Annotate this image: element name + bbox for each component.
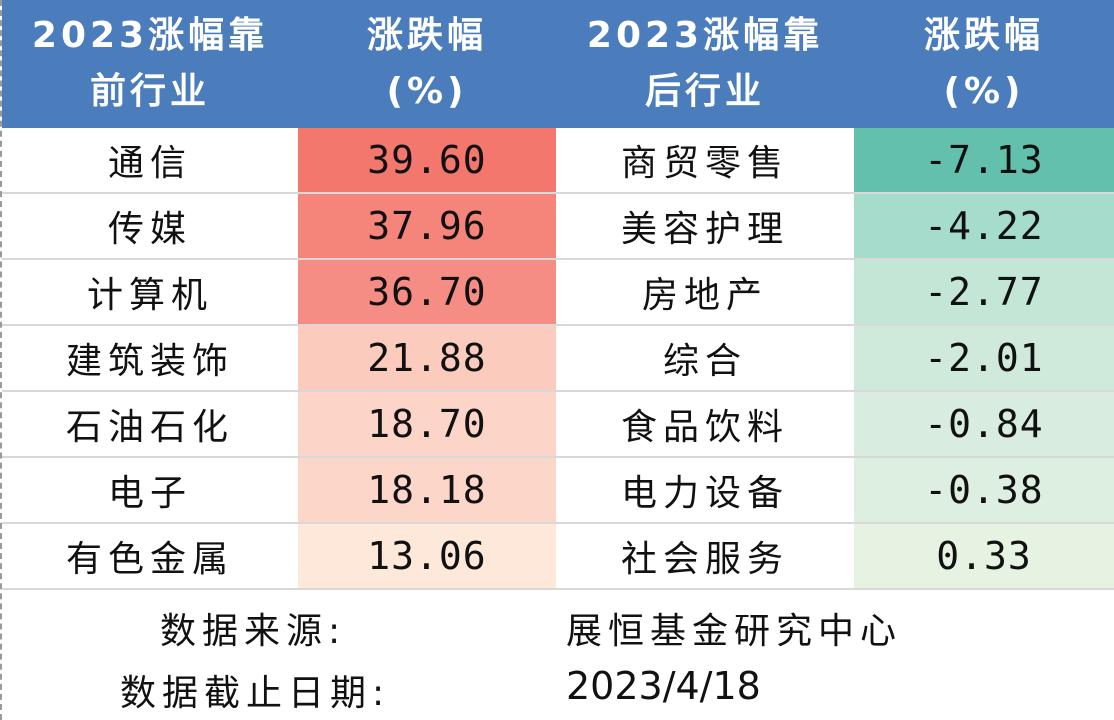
top-industry-name: 计算机	[2, 259, 298, 326]
top-industry-change: 18.18	[298, 457, 556, 524]
header-bottom-change-line1: 涨跌幅	[923, 15, 1044, 56]
table-row: 计算机 36.70 房地产 -2.77	[2, 259, 1114, 326]
top-industry-name: 石油石化	[2, 391, 298, 458]
bottom-industry-change: 0.33	[854, 523, 1114, 590]
date-value: 2023/4/18	[566, 664, 761, 708]
top-industry-name: 电子	[2, 457, 298, 524]
header-bottom-industries-line2: 后行业	[644, 71, 765, 112]
bottom-industry-name: 食品饮料	[556, 391, 854, 458]
top-industry-name: 通信	[2, 128, 298, 194]
header-top-change: 涨跌幅 (%)	[298, 0, 556, 128]
table-row: 电子 18.18 电力设备 -0.38	[2, 457, 1114, 524]
top-industry-name: 有色金属	[2, 523, 298, 590]
bottom-industry-change: -2.01	[854, 325, 1114, 392]
top-industry-change: 18.70	[298, 391, 556, 458]
header-bottom-change-line2: (%)	[943, 71, 1025, 112]
industry-performance-table: 2023涨幅靠 前行业 涨跌幅 (%) 2023涨幅靠 后行业 涨跌幅 (%) …	[2, 0, 1114, 590]
bottom-industry-change: -0.84	[854, 391, 1114, 458]
header-bottom-industries-line1: 2023涨幅靠	[586, 15, 824, 56]
bottom-industry-name: 房地产	[556, 259, 854, 326]
source-line: 数据来源: 展恒基金研究中心	[2, 596, 1114, 656]
header-top-change-line2: (%)	[386, 71, 468, 112]
header-row: 2023涨幅靠 前行业 涨跌幅 (%) 2023涨幅靠 后行业 涨跌幅 (%)	[2, 0, 1114, 128]
header-bottom-industries: 2023涨幅靠 后行业	[556, 0, 854, 128]
header-top-industries: 2023涨幅靠 前行业	[2, 0, 298, 128]
top-industry-change: 36.70	[298, 259, 556, 326]
bottom-industry-name: 综合	[556, 325, 854, 392]
bottom-industry-name: 社会服务	[556, 523, 854, 590]
bottom-industry-name: 电力设备	[556, 457, 854, 524]
bottom-industry-change: -2.77	[854, 259, 1114, 326]
bottom-industry-change: -0.38	[854, 457, 1114, 524]
date-line: 数据截止日期: 2023/4/18	[2, 658, 1114, 718]
top-industry-change: 21.88	[298, 325, 556, 392]
date-label: 数据截止日期:	[120, 673, 391, 714]
source-label: 数据来源:	[160, 611, 347, 652]
top-industry-name: 建筑装饰	[2, 325, 298, 392]
bottom-industry-change: -7.13	[854, 128, 1114, 194]
bottom-industry-name: 美容护理	[556, 193, 854, 260]
header-top-industries-line1: 2023涨幅靠	[31, 15, 269, 56]
header-bottom-change: 涨跌幅 (%)	[854, 0, 1114, 128]
bottom-industry-change: -4.22	[854, 193, 1114, 260]
table-row: 有色金属 13.06 社会服务 0.33	[2, 523, 1114, 590]
table-row: 传媒 37.96 美容护理 -4.22	[2, 193, 1114, 260]
bottom-industry-name: 商贸零售	[556, 128, 854, 194]
table-row: 通信 39.60 商贸零售 -7.13	[2, 128, 1114, 194]
header-top-industries-line2: 前行业	[89, 71, 210, 112]
table-row: 建筑装饰 21.88 综合 -2.01	[2, 325, 1114, 392]
top-industry-change: 39.60	[298, 128, 556, 194]
top-industry-name: 传媒	[2, 193, 298, 260]
top-industry-change: 37.96	[298, 193, 556, 260]
top-industry-change: 13.06	[298, 523, 556, 590]
source-value: 展恒基金研究中心	[566, 611, 903, 652]
header-top-change-line1: 涨跌幅	[366, 15, 487, 56]
table-row: 石油石化 18.70 食品饮料 -0.84	[2, 391, 1114, 458]
